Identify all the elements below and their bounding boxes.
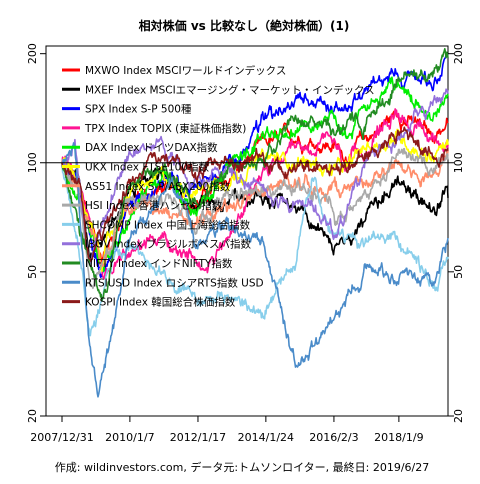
series-line [61, 76, 449, 273]
y-tick-label-left: 50 [26, 265, 39, 279]
x-tick-label: 2007/12/31 [30, 431, 93, 444]
y-axis-right: 200 100 50 20 [448, 43, 465, 423]
legend-label: UKX Index FTSE100指数 [85, 161, 209, 174]
legend-label: HSI Index 香港ハンセン指数 [85, 199, 223, 212]
x-tick-label: 2016/2/3 [309, 431, 358, 444]
x-tick-label: 2014/1/24 [238, 431, 294, 444]
legend-label: MXWO Index MSCIワールドインデックス [85, 64, 286, 77]
chart-title: 相対株価 vs 比較なし（絶対株価）(1) [139, 18, 350, 33]
series-line [61, 108, 449, 280]
legend-label: TPX Index TOPIX (東証株価指数) [84, 122, 246, 135]
legend: MXWO Index MSCIワールドインデックス MXEF Index MSCI… [62, 64, 375, 309]
plot-frame [45, 45, 449, 417]
legend-label: KOSPI Index 韓国総合株価指数 [85, 296, 236, 309]
series-line [61, 142, 449, 398]
legend-label: IBOV Index ブラジルボベスパ指数 [85, 238, 251, 251]
legend-label: AS51 Index S-P/ASX200指数 [85, 180, 231, 193]
legend-label: MXEF Index MSCIエマージング・マーケット・インデックス [85, 83, 375, 96]
series-line [61, 147, 449, 290]
y-tick-label-right: 50 [452, 265, 465, 279]
legend-label: DAX Index ドイツDAX指数 [85, 141, 218, 154]
x-tick-label: 2010/1/7 [105, 431, 154, 444]
legend-label: SPX Index S-P 500種 [85, 103, 192, 116]
y-tick-label-right: 20 [452, 409, 465, 423]
legend-label: RTSIUSD Index ロシアRTS指数 USD [85, 276, 264, 289]
y-tick-label-left: 20 [26, 409, 39, 423]
x-tick-label: 2012/1/17 [170, 431, 226, 444]
y-tick-label-right: 200 [452, 43, 465, 64]
series-line [61, 126, 449, 263]
chart-caption: 作成: wildinvestors.com, データ元:トムソンロイター, 最終… [55, 460, 429, 474]
y-tick-label-left: 200 [26, 43, 39, 64]
y-axis-left: 200 100 50 20 [26, 43, 46, 423]
legend-label: NIFTY Index インドNIFTY指数 [85, 257, 233, 270]
x-tick-label: 2018/1/9 [374, 431, 423, 444]
x-axis: 2007/12/31 2010/1/7 2012/1/17 2014/1/24 2016… [30, 416, 424, 444]
legend-label: SHCOMP Index 中国上海総合指数 [85, 218, 251, 231]
y-tick-label-right: 100 [452, 152, 465, 173]
y-tick-label-left: 100 [26, 152, 39, 173]
